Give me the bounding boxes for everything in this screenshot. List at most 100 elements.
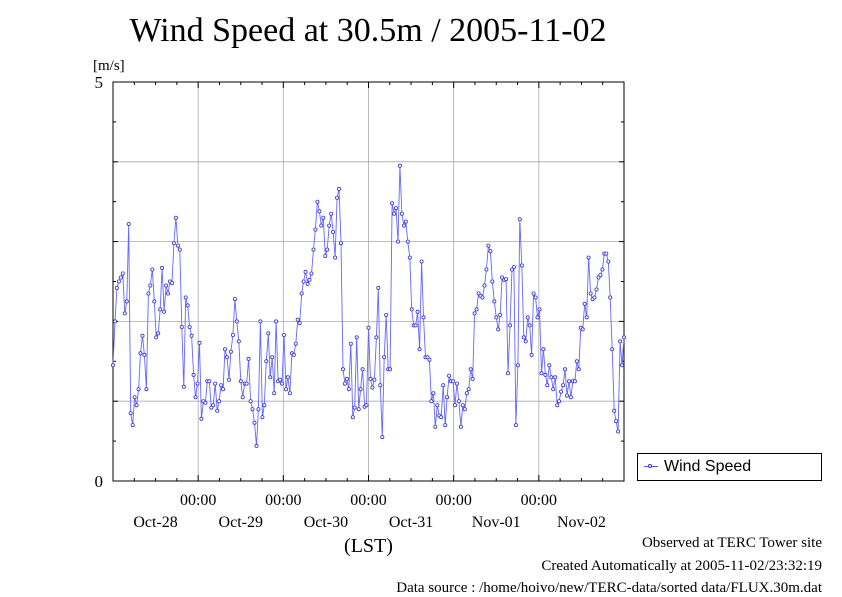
data-point xyxy=(215,408,220,413)
x-tick-time-label: 00:00 xyxy=(350,492,386,509)
data-point xyxy=(283,387,288,392)
data-point xyxy=(580,327,585,332)
data-point xyxy=(262,403,267,408)
data-point xyxy=(582,301,587,306)
data-point xyxy=(431,391,436,396)
data-point xyxy=(549,375,554,380)
data-point xyxy=(401,223,406,228)
data-point xyxy=(600,267,605,272)
data-point xyxy=(405,239,410,244)
data-point xyxy=(193,395,198,400)
data-point xyxy=(279,381,284,386)
data-point xyxy=(531,291,536,296)
data-point xyxy=(281,332,286,337)
data-point xyxy=(472,311,477,316)
data-point xyxy=(138,351,143,356)
data-point xyxy=(295,317,300,322)
data-point xyxy=(144,387,149,392)
data-point xyxy=(142,352,147,357)
data-point xyxy=(374,335,379,340)
x-tick-time-label: 00:00 xyxy=(265,492,301,509)
x-tick-time-label: 00:00 xyxy=(180,492,216,509)
data-point xyxy=(313,227,318,232)
data-point xyxy=(230,332,235,337)
data-point xyxy=(228,349,233,354)
x-day-label: Nov-02 xyxy=(557,514,606,531)
data-point xyxy=(417,347,422,352)
data-point xyxy=(254,443,259,448)
data-point xyxy=(559,389,564,394)
data-point xyxy=(333,255,338,260)
data-point xyxy=(309,271,314,276)
data-point xyxy=(187,324,192,329)
data-point xyxy=(226,377,231,382)
data-point xyxy=(468,367,473,372)
data-point xyxy=(219,383,224,388)
data-point xyxy=(183,295,188,300)
data-point xyxy=(152,299,157,304)
data-point xyxy=(513,423,518,428)
x-day-label: Oct-31 xyxy=(389,514,433,531)
data-point xyxy=(165,291,170,296)
x-tick-time-label: 00:00 xyxy=(521,492,557,509)
data-point xyxy=(407,255,412,260)
x-day-label: Oct-30 xyxy=(304,514,348,531)
data-point xyxy=(154,335,159,340)
data-point xyxy=(533,295,538,300)
data-point xyxy=(199,416,204,421)
data-point xyxy=(268,375,273,380)
data-point xyxy=(543,372,548,377)
data-point xyxy=(321,215,326,220)
data-point xyxy=(610,347,615,352)
data-point xyxy=(195,381,200,386)
data-point xyxy=(606,259,611,264)
data-point xyxy=(372,377,377,382)
data-point xyxy=(307,277,312,282)
data-point xyxy=(488,249,493,254)
data-point xyxy=(498,312,503,317)
data-point xyxy=(124,299,129,304)
data-point xyxy=(203,400,208,405)
data-point xyxy=(338,241,343,246)
data-point xyxy=(376,285,381,290)
data-point xyxy=(500,275,505,280)
data-point xyxy=(390,201,395,206)
data-point xyxy=(614,419,619,424)
data-point xyxy=(456,399,461,404)
data-point xyxy=(293,341,298,346)
data-point xyxy=(285,375,290,380)
data-point xyxy=(620,363,625,368)
data-point xyxy=(519,263,524,268)
data-point xyxy=(505,371,510,376)
data-point xyxy=(297,320,302,325)
data-point xyxy=(118,275,123,280)
legend-line-marker-icon xyxy=(644,462,658,472)
data-point xyxy=(494,315,499,320)
data-point xyxy=(113,319,118,324)
data-point xyxy=(419,259,424,264)
data-point xyxy=(185,303,190,308)
data-point xyxy=(622,335,627,340)
data-point xyxy=(586,255,591,260)
data-point xyxy=(539,371,544,376)
data-point xyxy=(114,285,119,290)
data-point xyxy=(181,384,186,389)
data-point xyxy=(413,323,418,328)
data-point xyxy=(120,271,125,276)
data-point xyxy=(122,311,127,316)
data-point xyxy=(325,247,330,252)
data-point xyxy=(158,307,163,312)
data-point xyxy=(557,399,562,404)
data-point xyxy=(443,423,448,428)
series-layer xyxy=(111,163,627,448)
y-tick-label: 5 xyxy=(95,73,104,92)
data-point xyxy=(162,309,167,314)
data-point xyxy=(612,408,617,413)
data-point xyxy=(146,291,151,296)
data-point xyxy=(452,403,457,408)
data-point xyxy=(356,407,361,412)
footer-observed: Observed at TERC Tower site xyxy=(641,535,822,551)
data-point xyxy=(511,265,516,270)
data-point xyxy=(346,387,351,392)
footer-source: Data source : /home/hoivo/new/TERC-data/… xyxy=(396,580,822,596)
